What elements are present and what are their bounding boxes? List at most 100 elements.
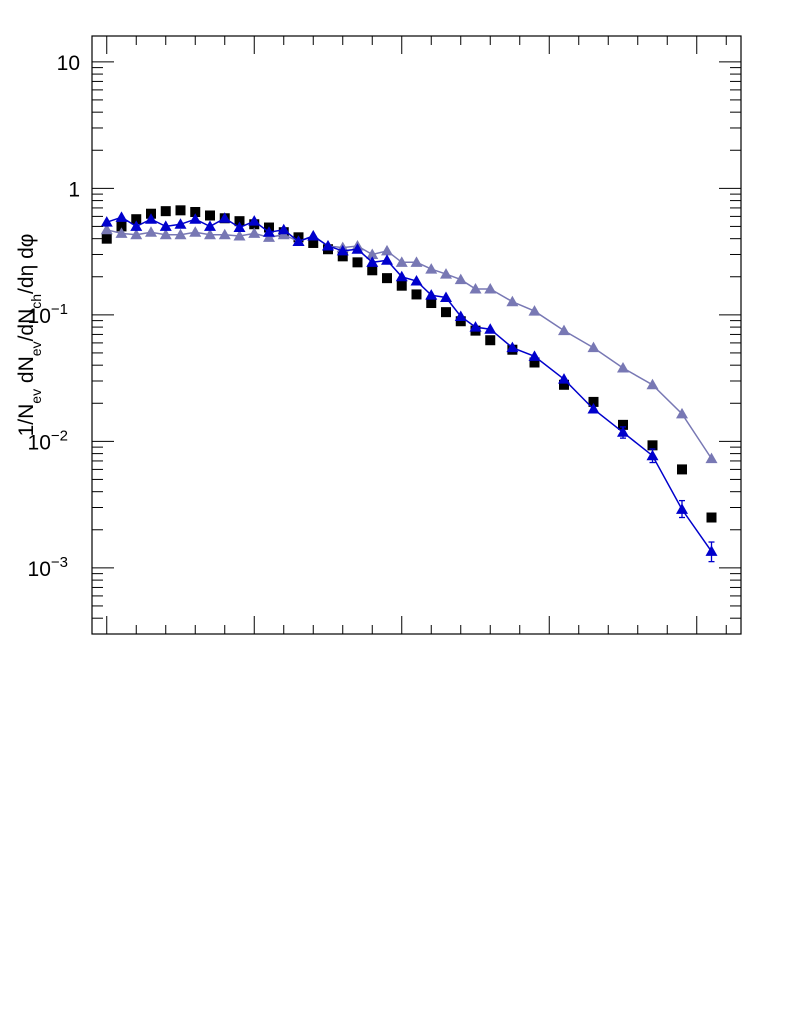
series-1 <box>100 223 718 464</box>
data-point-square <box>455 316 466 327</box>
data-point-triangle <box>587 403 600 414</box>
data-point-triangle <box>469 283 482 294</box>
data-point-triangle <box>440 291 452 303</box>
data-point-triangle <box>646 378 659 390</box>
data-point-square <box>160 206 171 217</box>
data-point-triangle <box>454 273 467 285</box>
ylabel-part: 1/N <box>15 404 38 437</box>
data-point-triangle <box>100 223 113 235</box>
data-point-triangle <box>159 220 172 231</box>
data-point-triangle <box>307 229 320 241</box>
data-point-square <box>101 233 112 244</box>
ylabel-part: /dN <box>15 309 38 342</box>
data-point-square <box>337 251 348 262</box>
data-point-triangle <box>277 223 290 235</box>
data-point-square <box>426 298 437 309</box>
data-point-triangle <box>130 220 143 231</box>
data-point-triangle <box>115 211 128 222</box>
data-point-triangle <box>469 321 482 332</box>
data-point-triangle <box>676 503 688 514</box>
data-point-triangle <box>705 452 718 464</box>
data-point-triangle <box>233 221 246 233</box>
data-point-square <box>618 419 628 430</box>
data-point-triangle <box>322 240 334 251</box>
data-point-square <box>131 214 142 225</box>
y-tick-label: 10−2 <box>28 427 68 454</box>
y-tick-label: 10−1 <box>28 301 68 328</box>
y-tick-label: 1 <box>68 178 80 201</box>
data-point-triangle <box>174 218 187 229</box>
data-point-triangle <box>145 213 157 224</box>
data-point-square <box>485 335 496 346</box>
data-point-square <box>190 206 201 217</box>
data-point-square <box>352 257 363 268</box>
y-tick-label: 10 <box>57 52 80 75</box>
data-point-triangle <box>233 229 246 241</box>
data-point-triangle <box>366 248 379 259</box>
data-point-triangle <box>506 341 519 353</box>
data-point-triangle <box>145 226 157 237</box>
data-point-square <box>367 265 378 276</box>
data-point-square <box>529 357 540 368</box>
data-point-triangle <box>218 228 231 240</box>
data-point-triangle <box>484 283 497 294</box>
ylabel-sub: ev <box>28 389 44 404</box>
data-point-triangle <box>410 256 423 267</box>
data-point-triangle <box>558 324 570 336</box>
data-point-square <box>588 396 599 407</box>
data-point-triangle <box>617 361 629 373</box>
data-point-triangle <box>218 212 231 223</box>
data-point-triangle <box>204 220 216 231</box>
data-point-triangle <box>587 341 600 353</box>
data-point-triangle <box>100 216 113 227</box>
data-point-triangle <box>204 228 216 240</box>
data-point-triangle <box>395 256 408 267</box>
data-point-triangle <box>484 323 497 334</box>
y-tick-label: 10−3 <box>28 554 68 581</box>
data-point-square <box>441 307 451 318</box>
plot-frame <box>91 35 742 635</box>
data-point-triangle <box>381 254 393 265</box>
data-point-triangle <box>115 227 128 238</box>
data-point-triangle <box>410 275 423 286</box>
data-point-triangle <box>336 244 349 256</box>
data-point-triangle <box>351 243 364 254</box>
data-point-triangle <box>454 310 467 322</box>
data-point-square <box>411 289 422 300</box>
y-axis-label: 1/Nev dNev/dNch/dη dφ <box>15 234 44 437</box>
data-point-triangle <box>248 215 261 226</box>
data-point-triangle <box>676 407 688 419</box>
data-point-square <box>677 464 687 475</box>
data-point-square <box>559 379 569 390</box>
data-point-square <box>706 512 717 523</box>
data-point-triangle <box>440 268 452 279</box>
data-point-triangle <box>292 235 305 246</box>
data-point-triangle <box>395 270 408 282</box>
ylabel-part: dN <box>15 356 38 389</box>
data-point-square <box>116 221 127 232</box>
axis-layer: 10 1 10−1 10−2 10−3 <box>28 36 741 635</box>
data-point-triangle <box>425 263 438 274</box>
series-layer <box>100 205 718 563</box>
ylabel-sub: ev <box>28 341 44 356</box>
data-point-square <box>308 237 319 248</box>
data-point-triangle <box>506 295 519 307</box>
data-point-triangle <box>189 213 202 224</box>
data-point-square <box>175 205 186 216</box>
ylabel-sub: ch <box>28 294 44 309</box>
data-point-triangle <box>528 350 541 361</box>
data-point-triangle <box>248 227 261 238</box>
data-point-triangle <box>189 226 202 237</box>
data-point-triangle <box>646 449 659 461</box>
data-point-triangle <box>705 545 718 556</box>
data-point-square <box>234 216 245 227</box>
data-point-triangle <box>130 228 143 240</box>
ylabel-part: /dη dφ <box>15 234 38 294</box>
data-point-square <box>382 273 392 284</box>
data-point-triangle <box>528 305 541 316</box>
data-point-triangle <box>425 289 438 300</box>
data-point-triangle <box>263 226 275 237</box>
series-2 <box>100 211 718 563</box>
data-point-square <box>396 280 407 291</box>
